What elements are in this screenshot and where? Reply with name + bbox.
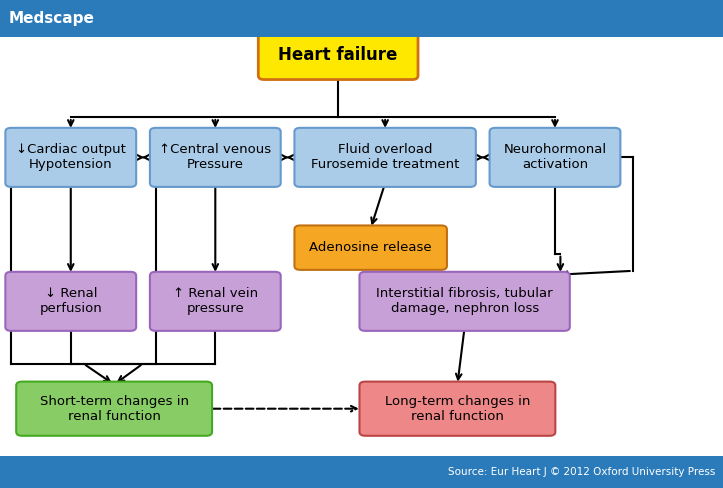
- Text: Source: Eur Heart J © 2012 Oxford University Press: Source: Eur Heart J © 2012 Oxford Univer…: [448, 467, 716, 477]
- Text: Interstitial fibrosis, tubular
damage, nephron loss: Interstitial fibrosis, tubular damage, n…: [377, 287, 553, 315]
- Text: ↓Cardiac output
Hypotension: ↓Cardiac output Hypotension: [16, 143, 126, 171]
- FancyBboxPatch shape: [150, 272, 281, 331]
- FancyBboxPatch shape: [5, 128, 136, 187]
- Text: ↓ Renal
perfusion: ↓ Renal perfusion: [39, 287, 102, 315]
- Bar: [0, 456, 723, 488]
- FancyBboxPatch shape: [150, 128, 281, 187]
- FancyBboxPatch shape: [5, 272, 136, 331]
- Text: ↑ Renal vein
pressure: ↑ Renal vein pressure: [173, 287, 258, 315]
- Text: Neurohormonal
activation: Neurohormonal activation: [503, 143, 607, 171]
- Text: Fluid overload
Furosemide treatment: Fluid overload Furosemide treatment: [311, 143, 459, 171]
- FancyBboxPatch shape: [489, 128, 620, 187]
- Bar: [0, 0, 723, 37]
- FancyBboxPatch shape: [359, 382, 555, 436]
- Text: Adenosine release: Adenosine release: [309, 241, 432, 254]
- FancyBboxPatch shape: [16, 382, 212, 436]
- FancyBboxPatch shape: [359, 272, 570, 331]
- FancyBboxPatch shape: [258, 30, 418, 80]
- Text: Medscape: Medscape: [9, 11, 95, 26]
- Text: ↑Central venous
Pressure: ↑Central venous Pressure: [159, 143, 271, 171]
- Text: Heart failure: Heart failure: [278, 46, 398, 64]
- FancyBboxPatch shape: [294, 225, 447, 270]
- Text: Short-term changes in
renal function: Short-term changes in renal function: [40, 395, 189, 423]
- Text: Long-term changes in
renal function: Long-term changes in renal function: [385, 395, 530, 423]
- FancyBboxPatch shape: [294, 128, 476, 187]
